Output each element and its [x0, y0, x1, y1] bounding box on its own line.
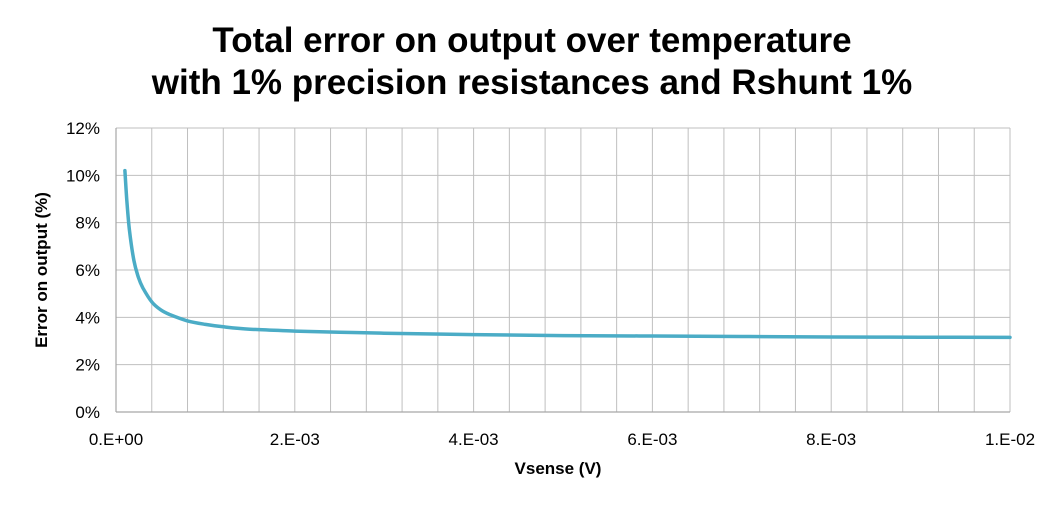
y-tick-label: 6%: [75, 261, 100, 280]
chart-title-line-1: Total error on output over temperature: [212, 21, 852, 60]
x-tick-label: 4.E-03: [449, 430, 499, 449]
x-tick-label: 8.E-03: [806, 430, 856, 449]
x-tick-labels: 0.E+00 2.E-03 4.E-03 6.E-03 8.E-03 1.E-02: [89, 430, 1035, 449]
series-lines: [123, 168, 1012, 340]
y-tick-label: 0%: [75, 403, 100, 422]
x-tick-label: 0.E+00: [89, 430, 143, 449]
x-axis-label: Vsense (V): [515, 459, 602, 478]
y-tick-label: 12%: [66, 119, 100, 138]
chart-title: Total error on output over temperature w…: [0, 20, 1064, 104]
y-tick-label: 10%: [66, 166, 100, 185]
x-tick-label: 1.E-02: [985, 430, 1035, 449]
y-axis-label: Error on output (%): [32, 192, 51, 348]
x-tick-label: 2.E-03: [270, 430, 320, 449]
y-tick-labels: 0% 2% 4% 6% 8% 10% 12%: [66, 119, 100, 422]
y-tick-label: 8%: [75, 214, 100, 233]
series-line: [123, 168, 1012, 340]
gridlines: [115, 127, 1011, 413]
y-tick-label: 2%: [75, 356, 100, 375]
x-tick-label: 6.E-03: [627, 430, 677, 449]
y-tick-label: 4%: [75, 308, 100, 327]
chart-title-line-2: with 1% precision resistances and Rshunt…: [151, 63, 913, 102]
